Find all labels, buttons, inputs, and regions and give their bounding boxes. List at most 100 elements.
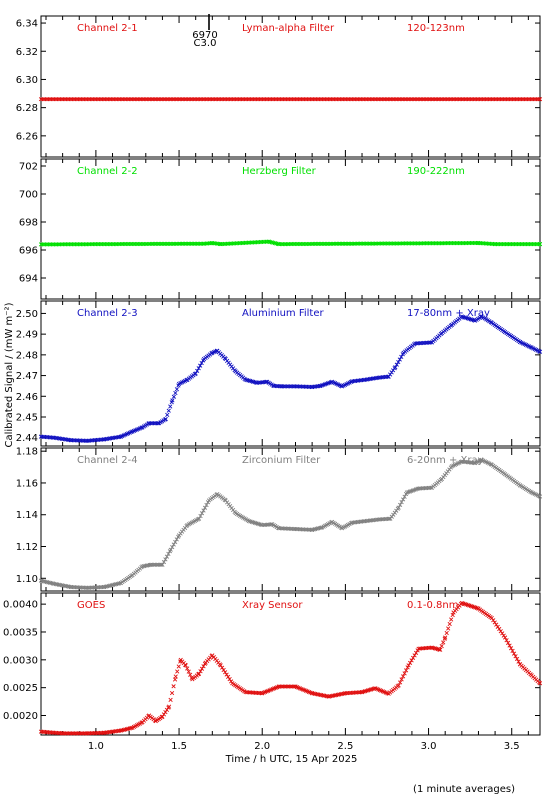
data-point-goes (447, 621, 452, 627)
event-marker-label: 6970 (192, 30, 217, 41)
data-point-goes (492, 620, 497, 625)
panel-label-ch23-2: 17-80nm + Xray (407, 308, 490, 319)
y-tick-label-ch23: 2.47 (16, 371, 38, 382)
data-point-ch24 (198, 513, 203, 519)
y-tick-label-ch22: 702 (19, 162, 38, 173)
data-point-ch23 (170, 398, 175, 403)
data-point-ch24 (160, 562, 165, 567)
data-point-ch24 (397, 502, 403, 507)
data-point-goes (188, 672, 193, 677)
data-point-ch21 (537, 97, 543, 102)
data-point-goes (169, 690, 175, 696)
data-point-goes (163, 709, 168, 715)
data-point-ch24 (174, 537, 179, 542)
data-point-goes (439, 644, 444, 649)
data-point-goes (172, 677, 178, 682)
data-point-ch24 (170, 544, 175, 550)
x-tick-label: 1.0 (88, 741, 104, 752)
data-point-goes (489, 615, 494, 621)
data-point-ch23 (173, 390, 178, 396)
data-point-ch23 (193, 371, 198, 376)
y-tick-label-ch23: 2.49 (16, 330, 38, 341)
data-point-goes (511, 651, 517, 656)
panel-label-ch23-0: Channel 2-3 (77, 308, 138, 319)
data-point-ch24 (163, 557, 168, 562)
data-point-ch24 (537, 494, 543, 499)
x-tick-label: 2.5 (337, 741, 353, 752)
data-point-goes (397, 680, 403, 685)
data-point-goes (224, 672, 229, 677)
y-tick-label-goes: 0.0020 (3, 711, 38, 722)
data-point-ch24 (399, 500, 404, 505)
data-point-goes (221, 667, 226, 673)
data-point-ch24 (196, 516, 202, 521)
data-point-goes (129, 725, 134, 731)
data-point-ch24 (171, 542, 176, 547)
data-point-ch23 (166, 408, 171, 413)
data-point-goes (223, 670, 228, 675)
data-point-goes (183, 663, 188, 668)
data-point-goes (400, 674, 406, 679)
data-point-goes (396, 683, 401, 688)
data-point-ch23 (155, 421, 161, 426)
data-point-goes (508, 646, 514, 651)
data-point-goes (442, 636, 447, 641)
panel-label-goes-2: 0.1-0.8nm (407, 600, 459, 611)
y-tick-label-ch24: 1.18 (16, 447, 38, 458)
y-tick-label-ch23: 2.45 (16, 413, 38, 424)
data-point-ch24 (201, 508, 206, 513)
y-tick-label-ch21: 6.26 (16, 131, 38, 142)
data-point-goes (218, 663, 223, 668)
data-point-goes (227, 677, 232, 682)
data-point-goes (399, 677, 404, 682)
data-point-ch23 (397, 357, 402, 362)
panel-label-ch22-1: Herzberg Filter (242, 166, 317, 177)
data-point-ch22 (536, 242, 541, 247)
panel-label-ch22-2: 190-222nm (407, 166, 465, 177)
panel-frame-ch24 (40, 447, 541, 592)
panel-label-ch21-0: Channel 2-1 (77, 23, 138, 34)
y-tick-label-goes: 0.0030 (3, 655, 38, 666)
data-point-ch23 (129, 429, 134, 435)
panel-frame-ch22 (40, 158, 541, 300)
data-point-ch23 (399, 354, 404, 359)
data-point-goes (185, 666, 190, 671)
x-tick-label: 2.0 (254, 741, 270, 752)
data-point-ch24 (164, 554, 170, 559)
data-point-goes (449, 617, 454, 622)
data-point-goes (410, 655, 416, 660)
data-point-ch24 (161, 559, 167, 565)
data-point-ch24 (204, 502, 209, 508)
data-point-ch23 (198, 363, 203, 368)
panel-label-ch21-2: 120-123nm (407, 23, 465, 34)
data-point-goes (201, 664, 206, 669)
y-tick-label-ch23: 2.50 (16, 309, 38, 320)
data-point-goes (505, 640, 511, 646)
data-point-goes (444, 630, 449, 636)
y-tick-label-ch23: 2.48 (16, 350, 38, 361)
y-tick-label-ch22: 694 (19, 274, 38, 285)
data-point-ch23 (171, 394, 177, 399)
data-point-goes (168, 697, 173, 702)
data-point-goes (498, 629, 503, 634)
data-point-goes (166, 704, 172, 709)
y-tick-label-goes: 0.0025 (3, 683, 38, 694)
panel-label-ch22-0: Channel 2-2 (77, 166, 138, 177)
data-point-ch24 (199, 511, 205, 516)
data-point-goes (226, 674, 231, 679)
data-point-ch23 (168, 404, 173, 409)
x-tick-label: 1.5 (171, 741, 187, 752)
data-point-goes (500, 631, 505, 636)
y-axis-title: Calibrated Signal / (mW m⁻²) (4, 302, 15, 447)
data-point-ch24 (428, 485, 433, 490)
data-point-goes (446, 626, 451, 631)
data-point-goes (443, 635, 448, 640)
data-point-ch23 (174, 387, 180, 392)
data-point-ch24 (402, 494, 407, 499)
x-axis-title: Time / h UTC, 15 Apr 2025 (225, 754, 358, 765)
data-point-ch23 (196, 366, 201, 371)
panel-label-goes-0: GOES (77, 600, 105, 611)
data-point-goes (161, 712, 167, 717)
